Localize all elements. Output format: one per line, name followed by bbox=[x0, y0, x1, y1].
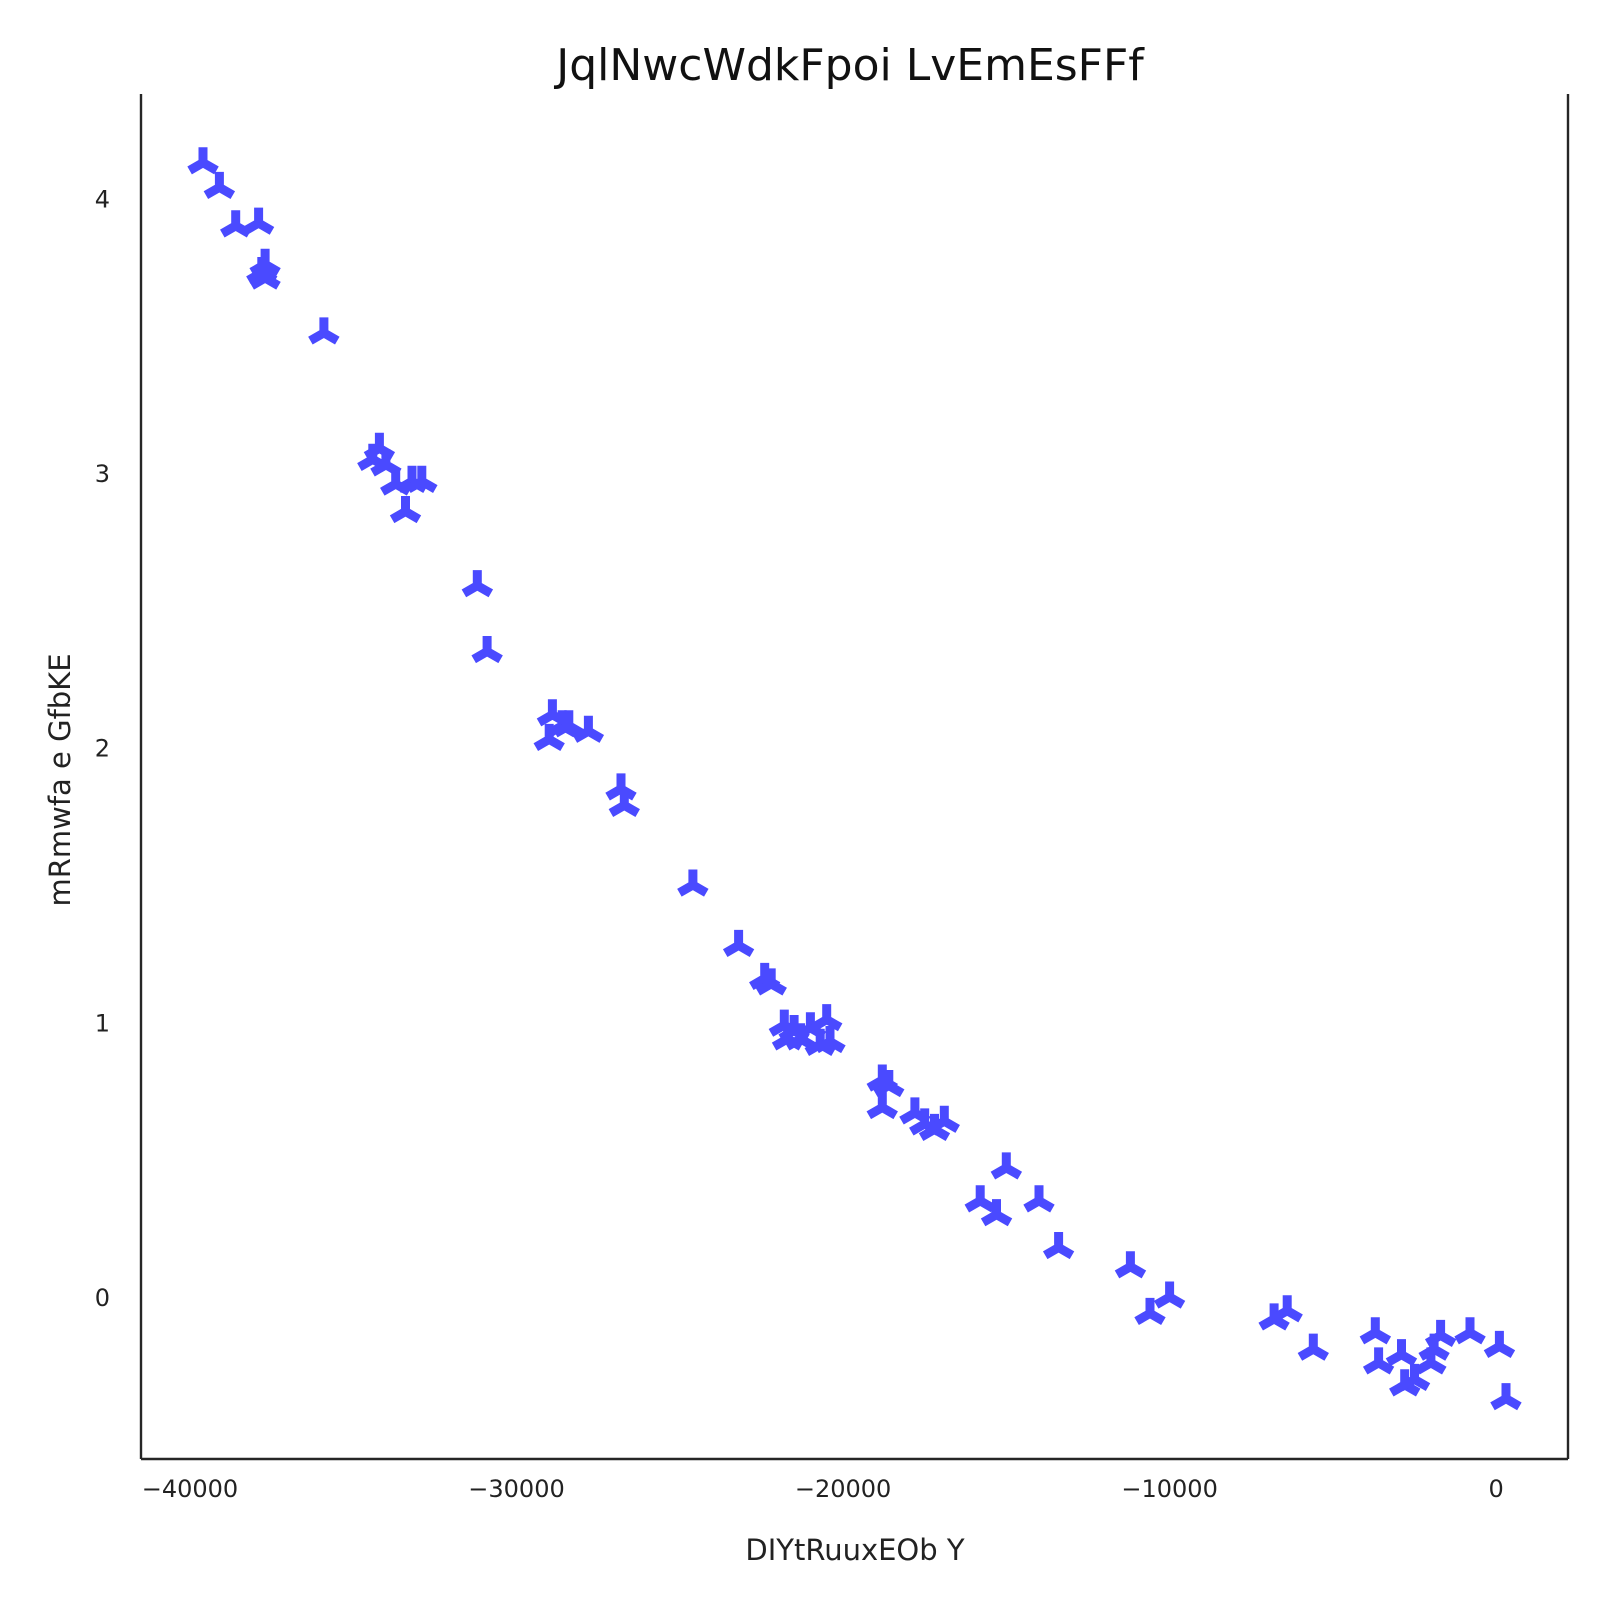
axes-frame bbox=[139, 94, 1570, 1461]
data-point bbox=[1153, 1281, 1186, 1309]
data-point bbox=[1114, 1251, 1147, 1279]
data-point bbox=[964, 1185, 996, 1213]
data-point bbox=[1023, 1185, 1055, 1213]
data-point bbox=[308, 317, 340, 345]
data-point bbox=[814, 1026, 846, 1054]
data-point bbox=[1271, 1295, 1303, 1323]
x-axis-ticks: −40000 −30000 −20000 −10000 0 bbox=[142, 1475, 1504, 1503]
data-point bbox=[220, 210, 252, 238]
chart-title: JqlNwcWdkFpoi LvEmEsFFf bbox=[553, 40, 1145, 91]
y-tick-label: 4 bbox=[95, 185, 110, 213]
data-point bbox=[873, 1070, 905, 1098]
data-point bbox=[990, 1152, 1023, 1180]
y-tick-label: 0 bbox=[95, 1284, 110, 1312]
data-point bbox=[406, 465, 438, 493]
data-point bbox=[980, 1199, 1013, 1227]
data-point bbox=[722, 929, 755, 958]
data-point bbox=[1398, 1363, 1431, 1392]
y-tick-label: 3 bbox=[95, 460, 110, 488]
data-point bbox=[1359, 1317, 1392, 1345]
y-axis-label: mRmwfa e GfbKE bbox=[43, 653, 77, 906]
data-point bbox=[187, 147, 219, 175]
data-point bbox=[1362, 1347, 1395, 1375]
x-tick-label: −40000 bbox=[142, 1475, 238, 1503]
x-axis-label: DIYtRuuxEOb Y bbox=[745, 1533, 965, 1567]
data-point bbox=[242, 207, 275, 235]
data-points bbox=[187, 147, 1522, 1411]
data-point bbox=[471, 636, 503, 664]
data-point bbox=[1134, 1297, 1166, 1326]
data-point bbox=[1424, 1319, 1457, 1348]
x-tick-label: −30000 bbox=[468, 1475, 564, 1503]
data-point bbox=[1454, 1317, 1486, 1345]
data-point bbox=[1297, 1333, 1329, 1361]
y-axis-ticks: 0 1 2 3 4 bbox=[95, 185, 110, 1312]
data-point bbox=[249, 262, 281, 290]
x-tick-label: 0 bbox=[1489, 1475, 1504, 1503]
data-point bbox=[461, 570, 494, 598]
data-point bbox=[572, 715, 605, 743]
data-point bbox=[608, 789, 640, 817]
data-point bbox=[755, 968, 787, 996]
y-tick-label: 1 bbox=[95, 1009, 110, 1037]
data-point bbox=[553, 710, 585, 738]
x-tick-label: −10000 bbox=[1121, 1475, 1217, 1503]
data-point bbox=[928, 1105, 960, 1133]
data-point bbox=[1042, 1232, 1075, 1260]
data-point bbox=[389, 496, 422, 524]
data-point bbox=[203, 171, 236, 200]
x-tick-label: −20000 bbox=[795, 1475, 891, 1503]
data-point bbox=[1385, 1339, 1418, 1367]
data-point bbox=[1490, 1383, 1522, 1411]
data-point bbox=[811, 1004, 843, 1032]
data-point bbox=[866, 1092, 898, 1120]
y-tick-label: 2 bbox=[95, 735, 110, 763]
data-point bbox=[677, 869, 709, 897]
data-point bbox=[1483, 1330, 1516, 1359]
